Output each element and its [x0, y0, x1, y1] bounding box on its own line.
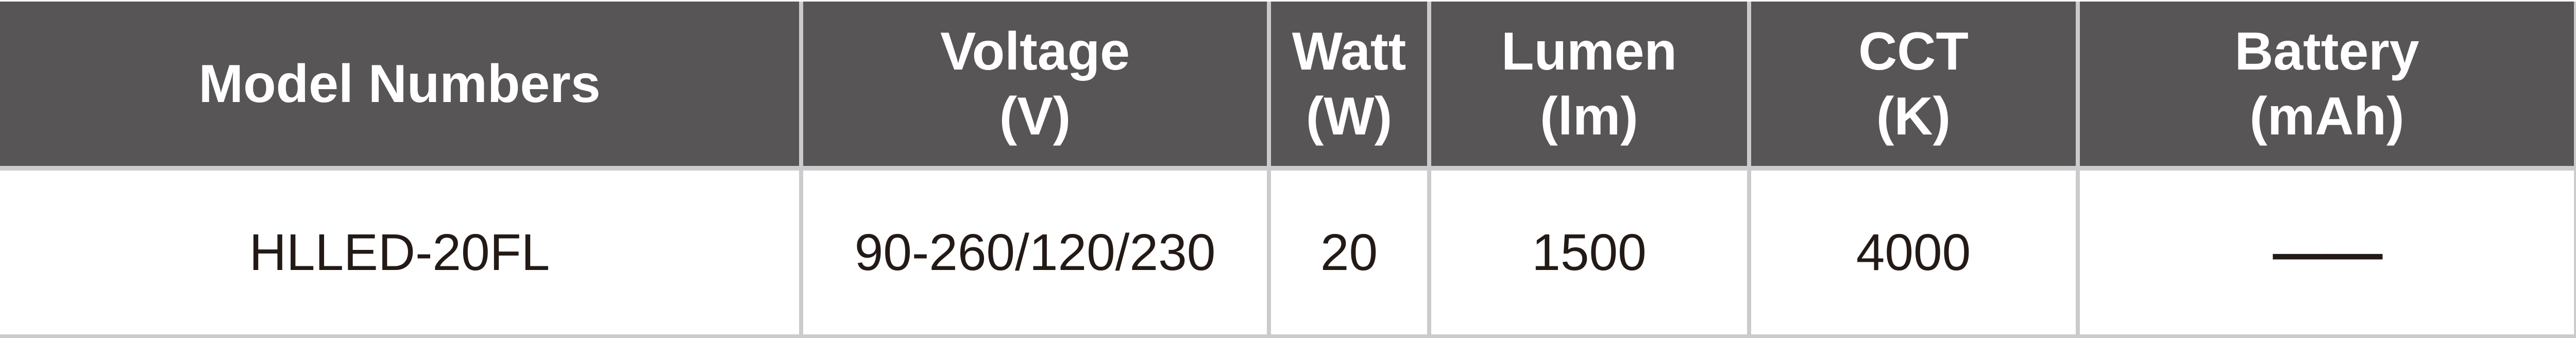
cell-voltage: 90-260/120/230	[799, 171, 1267, 334]
header-unit-watt: (W)	[1306, 86, 1393, 146]
lumen-value: 1500	[1532, 224, 1647, 281]
header-cell-battery: Battery (mAh)	[2076, 2, 2574, 166]
header-label-watt: Watt	[1292, 21, 1406, 81]
battery-none-dash: ——	[2273, 221, 2383, 283]
header-row: Model Numbers Voltage (V) Watt (W) Lumen…	[0, 2, 2576, 166]
cell-lumen: 1500	[1427, 171, 1747, 334]
cell-cct: 4000	[1747, 171, 2076, 334]
cell-battery: ——	[2076, 171, 2574, 334]
header-cell-watt: Watt (W)	[1267, 2, 1427, 166]
cell-size: 349*200*300	[2574, 171, 2576, 334]
header-unit-cct: (K)	[1876, 86, 1951, 146]
header-label-battery: Battery	[2234, 21, 2419, 81]
header-label-voltage: Voltage	[940, 21, 1130, 81]
table-top-margin	[0, 0, 2576, 2]
header-cell-size: Size (mm)	[2574, 2, 2576, 166]
cct-value: 4000	[1856, 224, 1971, 281]
cell-watt: 20	[1267, 171, 1427, 334]
table-row: HLLED-20FL 90-260/120/230 20 1500 4000 —…	[0, 171, 2576, 334]
table-bottom-border	[0, 334, 2576, 338]
header-cell-model-numbers: Model Numbers	[0, 2, 799, 166]
voltage-value: 90-260/120/230	[854, 224, 1216, 281]
header-cell-lumen: Lumen (lm)	[1427, 2, 1747, 166]
cell-model-number: HLLED-20FL	[0, 171, 799, 334]
header-unit-voltage: (V)	[999, 86, 1071, 146]
watt-value: 20	[1320, 224, 1378, 281]
header-label-model-numbers: Model Numbers	[198, 54, 601, 114]
header-label-lumen: Lumen	[1501, 21, 1677, 81]
header-unit-lumen: (lm)	[1540, 86, 1638, 146]
header-cell-voltage: Voltage (V)	[799, 2, 1267, 166]
header-label-cct: CCT	[1858, 21, 1969, 81]
header-cell-cct: CCT (K)	[1747, 2, 2076, 166]
header-unit-battery: (mAh)	[2249, 86, 2404, 146]
model-number-value: HLLED-20FL	[249, 224, 550, 281]
header-divider-line	[0, 166, 2576, 171]
